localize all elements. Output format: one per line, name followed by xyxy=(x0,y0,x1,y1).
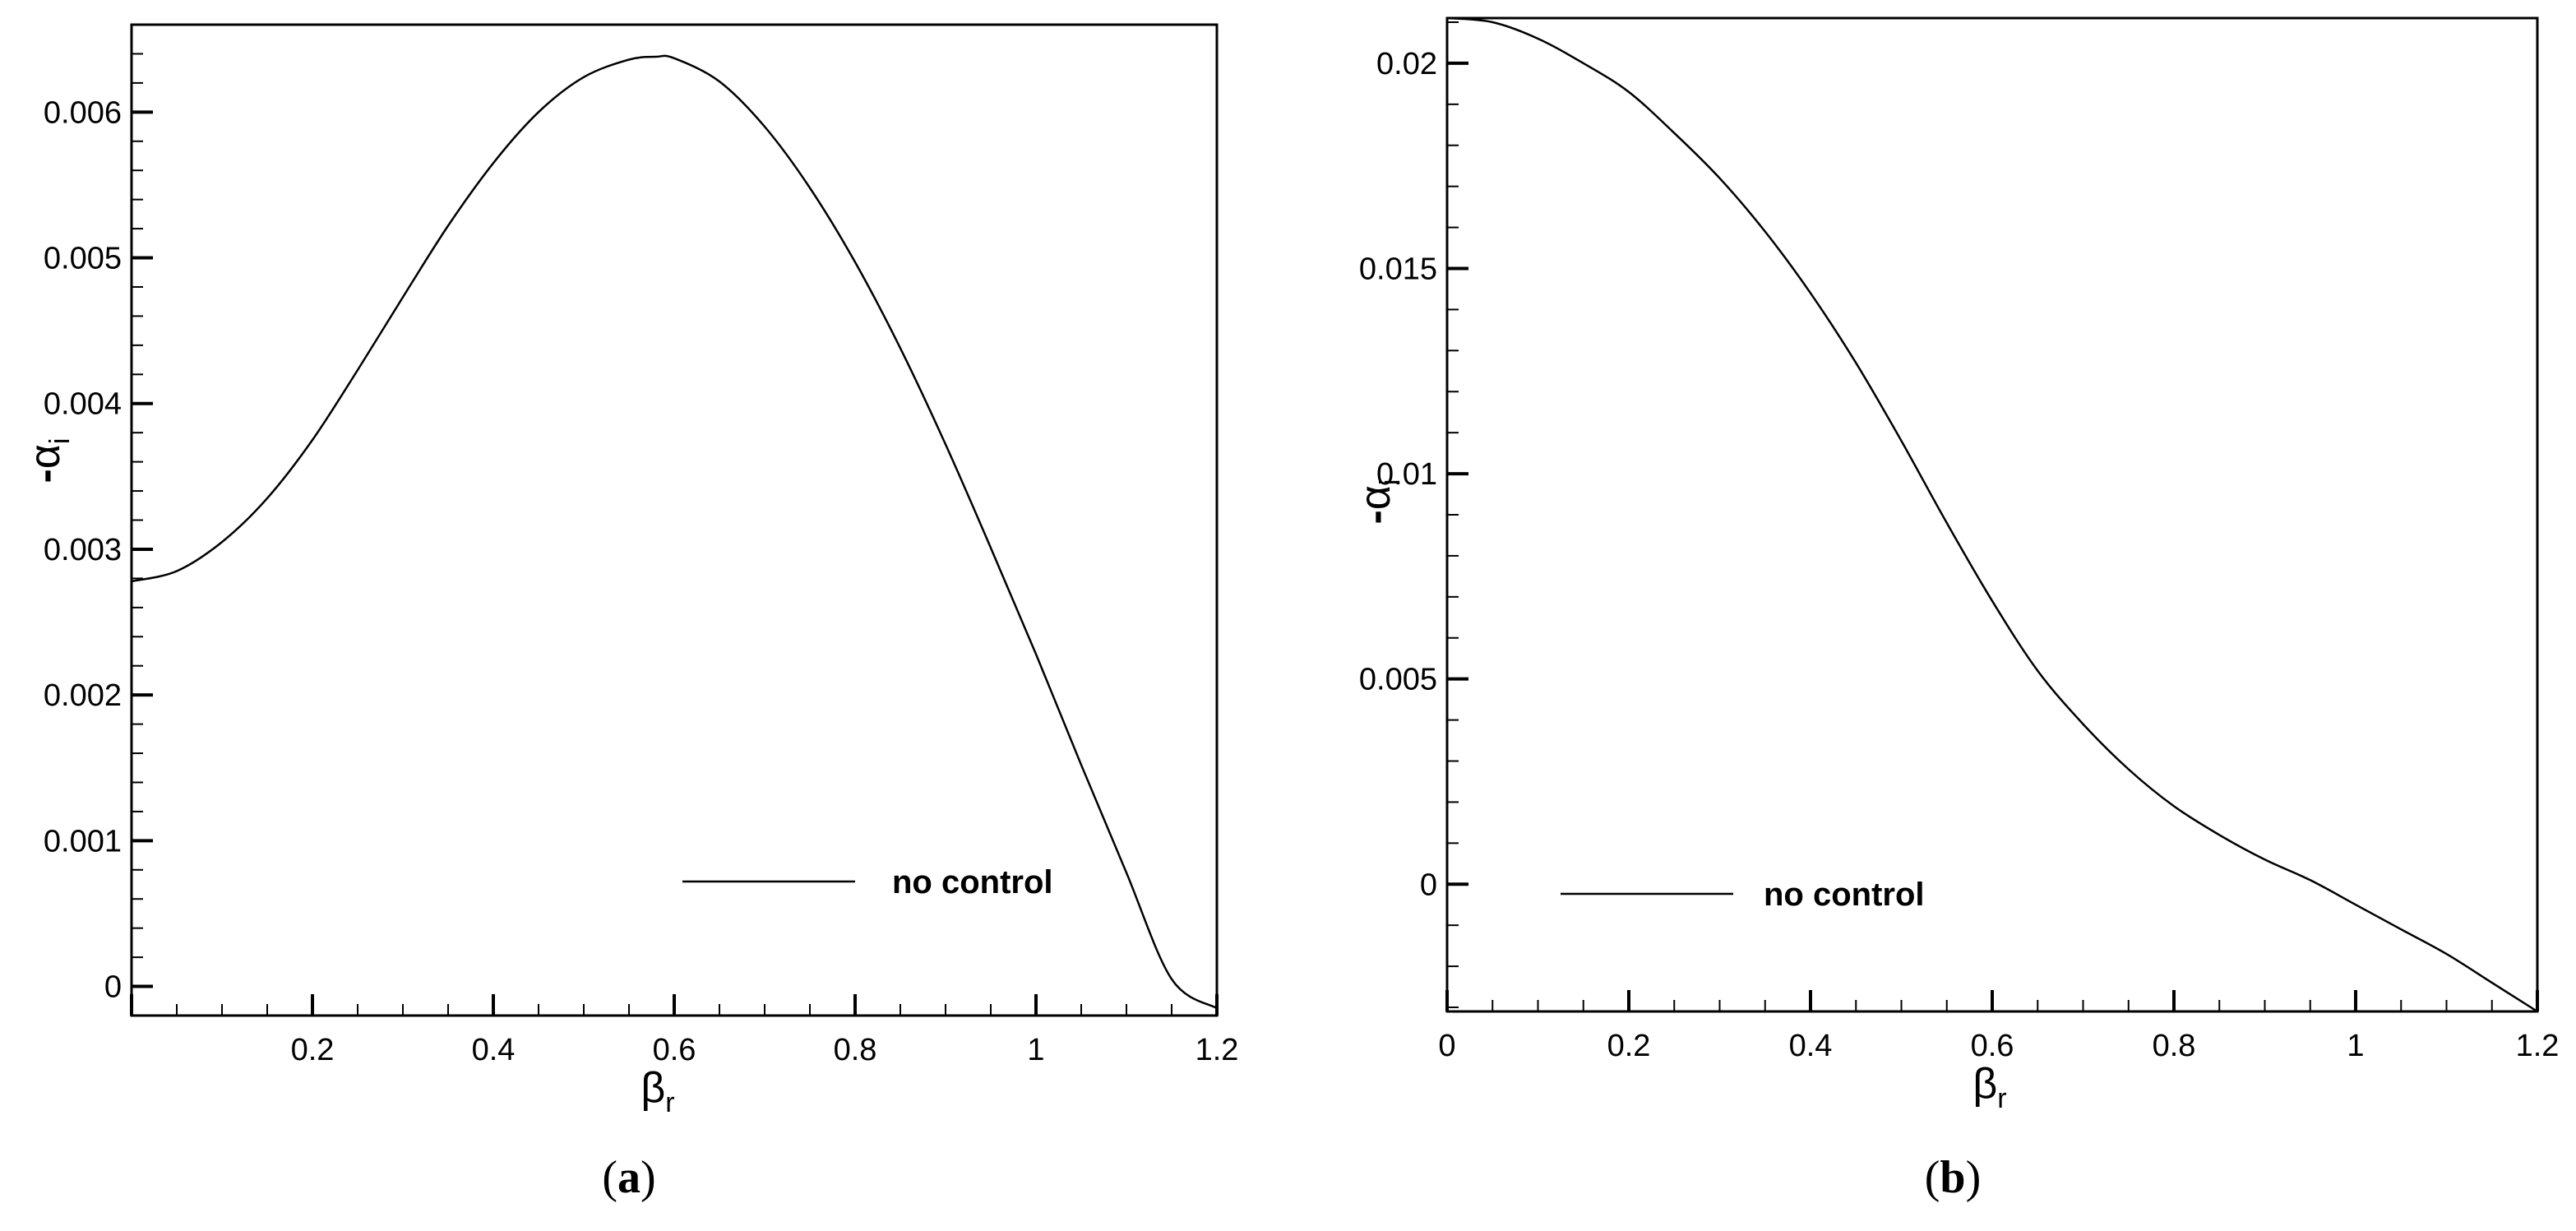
y-tick-label: 0.01 xyxy=(1376,457,1437,492)
x-axis-a: 0.2 0.4 0.6 0.8 1 1.2 xyxy=(130,994,1239,1067)
x-tick-label: 1 xyxy=(1027,1033,1044,1067)
chart-panel-a: 0.2 0.4 0.6 0.8 1 1.2 0 0.001 0.002 0.003 0.004 0.… xyxy=(21,23,1239,1203)
plot-frame-a xyxy=(130,23,1219,1017)
y-axis-title-b: -αi xyxy=(1352,479,1406,525)
series-line-a xyxy=(131,54,1218,1010)
y-axis-b: 0 0.005 0.01 0.015 0.02 xyxy=(1359,21,1468,1009)
chart-panel-b: 0 0.2 0.4 0.6 0.8 1 1.2 0 0.005 0.01 0.015 0.02 no… xyxy=(1352,16,2559,1203)
legend-label-a: no control xyxy=(892,864,1053,900)
x-tick-label: 0.6 xyxy=(1971,1029,2014,1063)
panel-label-b: (b) xyxy=(1925,1152,1981,1203)
plot-frame-b xyxy=(1445,16,2539,1013)
x-tick-label: 0.8 xyxy=(2153,1029,2196,1063)
x-tick-label: 0.6 xyxy=(653,1033,696,1067)
y-tick-label: 0 xyxy=(104,970,122,1005)
x-tick-label: 0 xyxy=(1438,1029,1455,1063)
y-tick-label: 0.005 xyxy=(1359,663,1437,697)
x-axis-title-b: βr xyxy=(1972,1060,2006,1114)
x-tick-label: 1.2 xyxy=(2516,1029,2560,1063)
x-tick-label: 1.2 xyxy=(1196,1033,1239,1067)
y-tick-label: 0.001 xyxy=(44,824,122,858)
x-tick-label: 0.2 xyxy=(291,1033,335,1067)
x-tick-label: 0.4 xyxy=(472,1033,516,1067)
y-tick-label: 0 xyxy=(1420,868,1437,902)
y-tick-label: 0.003 xyxy=(44,533,122,567)
y-tick-label: 0.02 xyxy=(1376,47,1437,81)
x-axis-b: 0 0.2 0.4 0.6 0.8 1 1.2 xyxy=(1438,990,2559,1063)
y-tick-label: 0.015 xyxy=(1359,252,1437,286)
series-line-b xyxy=(1446,16,2538,1013)
x-tick-label: 1 xyxy=(2347,1029,2364,1063)
y-tick-label: 0.002 xyxy=(44,678,122,713)
panel-label-a: (a) xyxy=(602,1152,655,1203)
x-tick-label: 0.8 xyxy=(834,1033,877,1067)
x-axis-title-a: βr xyxy=(641,1064,674,1118)
y-axis-title-a: -αi xyxy=(21,438,76,484)
legend-label-b: no control xyxy=(1764,877,1925,913)
y-tick-label: 0.005 xyxy=(44,242,122,276)
x-tick-label: 0.2 xyxy=(1607,1029,1651,1063)
y-tick-label: 0.006 xyxy=(44,95,122,130)
y-tick-label: 0.004 xyxy=(44,387,122,422)
y-axis-a: 0 0.001 0.002 0.003 0.004 0.005 0.006 xyxy=(44,24,153,1016)
x-tick-label: 0.4 xyxy=(1789,1029,1833,1063)
